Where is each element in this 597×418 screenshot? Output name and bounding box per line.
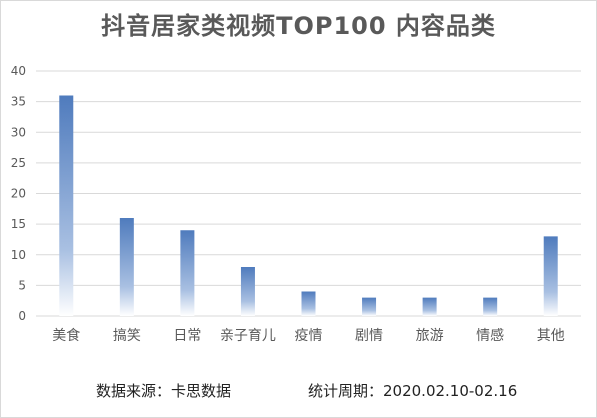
x-category-label: 疫情 bbox=[295, 328, 323, 344]
y-tick-label: 25 bbox=[11, 156, 26, 170]
y-tick-label: 35 bbox=[11, 95, 26, 109]
bar-6 bbox=[362, 297, 377, 316]
bars bbox=[59, 95, 558, 316]
bar-9 bbox=[543, 236, 558, 316]
bar-3 bbox=[180, 230, 195, 316]
bar-7 bbox=[422, 297, 437, 316]
y-tick-label: 20 bbox=[11, 187, 26, 201]
chart-title: 抖音居家类视频TOP100 内容品类 bbox=[101, 12, 496, 40]
x-category-label: 搞笑 bbox=[113, 328, 141, 344]
y-tick-label: 5 bbox=[18, 278, 26, 292]
x-category-label: 旅游 bbox=[416, 328, 444, 344]
y-tick-label: 40 bbox=[11, 64, 26, 78]
bar-2 bbox=[119, 218, 134, 316]
x-category-label: 剧情 bbox=[355, 328, 383, 344]
y-tick-label: 30 bbox=[11, 125, 26, 139]
gridlines bbox=[36, 70, 581, 317]
x-axis-labels: 美食 搞笑 日常 亲子育儿 疫情 剧情 旅游 情感 其他 bbox=[52, 327, 564, 344]
x-category-label: 美食 bbox=[52, 327, 80, 344]
statistics-period-note: 统计周期：2020.02.10-02.16 bbox=[308, 382, 518, 400]
y-tick-label: 0 bbox=[18, 309, 26, 323]
x-category-label: 其他 bbox=[537, 328, 565, 344]
data-source-note: 数据来源：卡思数据 bbox=[96, 382, 232, 400]
x-category-label: 亲子育儿 bbox=[220, 328, 276, 344]
y-axis-ticks: 0 5 10 15 20 25 30 35 40 bbox=[11, 64, 26, 323]
bar-5 bbox=[301, 291, 316, 316]
x-category-label: 日常 bbox=[173, 328, 201, 344]
bar-4 bbox=[240, 267, 255, 316]
y-tick-label: 15 bbox=[11, 217, 26, 231]
x-category-label: 情感 bbox=[476, 327, 504, 344]
y-tick-label: 10 bbox=[11, 248, 26, 262]
bar-1 bbox=[59, 95, 74, 316]
bar-8 bbox=[483, 297, 498, 316]
